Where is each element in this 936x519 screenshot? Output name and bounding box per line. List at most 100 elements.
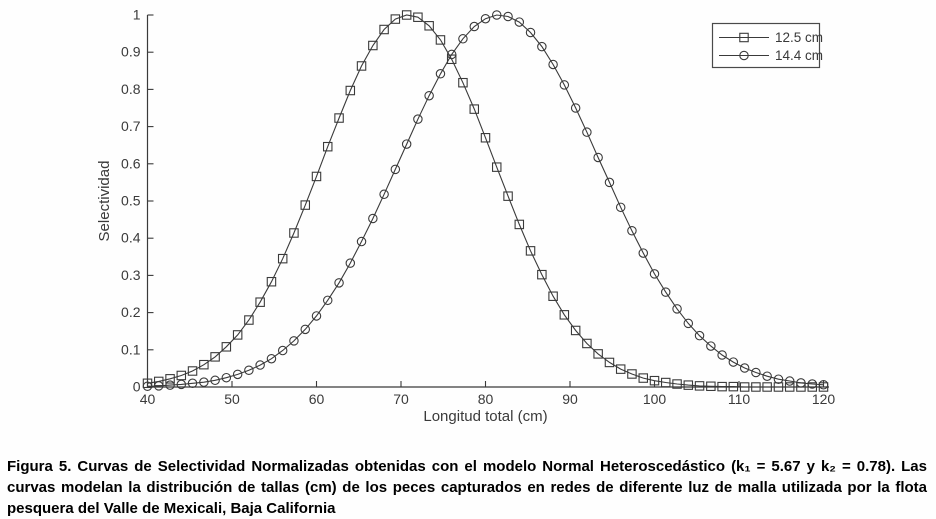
- circle-marker: [559, 80, 570, 90]
- circle-marker: [491, 10, 502, 20]
- square-marker: [615, 364, 626, 374]
- square-marker: [807, 382, 818, 392]
- square-marker: [638, 373, 649, 383]
- circle-marker: [379, 189, 389, 200]
- circle-marker: [638, 248, 649, 258]
- circle-marker: [807, 379, 818, 389]
- square-marker: [503, 191, 513, 201]
- legend: 12.5 cm 14.4 cm: [711, 22, 823, 69]
- square-marker: [255, 297, 265, 307]
- circle-marker: [548, 59, 558, 70]
- circle-marker: [401, 139, 412, 149]
- selectivity-chart: 40 50 60 70 80 90 100 110 120 0 0.1 0.2 0.3 0.4 0.5 0.6…: [96, 7, 836, 426]
- square-marker: [480, 133, 491, 143]
- circle-marker: [334, 278, 344, 288]
- circle-marker: [311, 311, 322, 321]
- circle-marker: [300, 324, 311, 335]
- square-marker: [401, 10, 412, 20]
- circle-marker: [244, 365, 254, 376]
- circle-marker: [187, 378, 198, 389]
- legend-label: 12.5 cm: [775, 30, 823, 45]
- x-tick-label: 120: [812, 391, 836, 407]
- figure-caption: Figura 5. Curvas de Selectividad Normali…: [7, 458, 927, 517]
- square-marker: [379, 24, 389, 35]
- circle-marker: [390, 164, 401, 175]
- circle-marker: [221, 372, 232, 383]
- circle-marker: [458, 34, 468, 44]
- circle-marker: [706, 341, 716, 351]
- square-marker: [818, 382, 829, 392]
- axes: [146, 15, 829, 388]
- circle-marker: [570, 103, 581, 113]
- square-marker: [660, 377, 671, 388]
- x-tick-group: 40 50 60 70 80 90 100 110 120: [140, 381, 836, 407]
- square-marker: [537, 269, 547, 280]
- circle-marker: [649, 269, 660, 279]
- y-tick-label: 0.2: [121, 304, 141, 320]
- y-tick-label: 0.7: [121, 118, 141, 134]
- y-tick-group: 0 0.1 0.2 0.3 0.4 0.5 0.6 0.7 0.8 0.9 1: [121, 7, 154, 395]
- circle-marker: [153, 381, 164, 391]
- square-marker: [199, 359, 209, 370]
- y-tick-label: 0.4: [121, 230, 141, 246]
- square-marker: [649, 375, 660, 386]
- circle-marker: [818, 380, 829, 390]
- series-line: [147, 14, 824, 388]
- circle-marker: [582, 127, 592, 137]
- series-14-4-cm: [142, 10, 829, 392]
- square-marker: [491, 162, 502, 172]
- circle-marker: [255, 360, 265, 370]
- square-marker: [187, 366, 198, 376]
- circle-marker: [142, 381, 153, 392]
- circle-marker: [728, 357, 739, 367]
- y-axis-label: Selectividad: [96, 161, 113, 242]
- circle-marker: [717, 350, 727, 360]
- square-marker: [683, 380, 694, 390]
- square-marker: [514, 219, 525, 230]
- circle-marker: [739, 50, 749, 61]
- circle-marker: [345, 258, 356, 268]
- square-marker: [413, 12, 423, 22]
- circle-marker: [176, 379, 187, 390]
- square-marker: [525, 246, 536, 256]
- circle-marker: [672, 304, 682, 314]
- square-marker: [773, 382, 784, 392]
- circle-marker: [762, 371, 772, 381]
- square-marker: [311, 171, 322, 182]
- square-marker: [266, 276, 277, 287]
- circle-marker: [480, 13, 491, 24]
- circle-marker: [356, 236, 367, 247]
- x-tick-label: 90: [562, 391, 578, 407]
- square-marker: [322, 141, 333, 152]
- circle-marker: [424, 90, 434, 101]
- circle-marker: [784, 376, 795, 386]
- square-marker: [627, 369, 637, 379]
- circle-marker: [773, 374, 784, 384]
- y-tick-label: 0.9: [121, 44, 141, 60]
- square-marker: [762, 382, 772, 392]
- circle-marker: [413, 114, 423, 124]
- square-marker: [582, 338, 592, 349]
- y-tick-label: 1: [133, 7, 141, 23]
- square-marker: [300, 200, 311, 210]
- x-tick-label: 80: [478, 391, 494, 407]
- circle-marker: [593, 152, 603, 163]
- circle-marker: [199, 377, 209, 387]
- series-line: [147, 14, 824, 387]
- legend-box: [711, 22, 821, 69]
- legend-item-14-4-cm: 14.4 cm: [719, 48, 823, 63]
- square-marker: [210, 352, 220, 362]
- square-marker: [559, 310, 570, 320]
- circle-marker: [435, 69, 446, 79]
- square-marker: [548, 291, 558, 301]
- circle-marker: [514, 17, 525, 27]
- square-marker: [356, 61, 367, 71]
- x-tick-label: 70: [393, 391, 409, 407]
- square-marker: [739, 382, 750, 392]
- circle-marker: [537, 41, 547, 52]
- y-tick-label: 0.1: [121, 341, 141, 357]
- circle-marker: [683, 318, 694, 329]
- square-marker: [289, 228, 299, 238]
- square-marker: [221, 342, 232, 352]
